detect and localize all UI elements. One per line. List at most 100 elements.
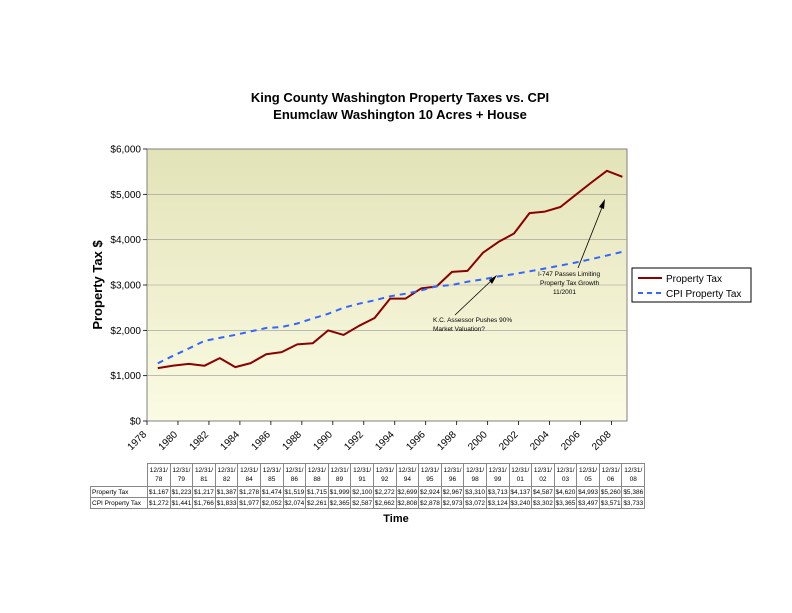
table-cell-property-tax: $1,474 [259, 486, 284, 498]
annotation-i747-line3: 11/2001 [553, 289, 576, 296]
table-cell-cpi: $3,240 [508, 497, 533, 509]
y-tick-label: $1,000 [110, 371, 141, 382]
annotation-i747-arrow [577, 204, 604, 269]
table-cell-property-tax: $4,620 [553, 486, 578, 498]
x-tick-label: 2006 [559, 429, 583, 453]
table-cell-date: 12/31/ 05 [576, 463, 600, 487]
table-cell-cpi: $1,833 [214, 497, 239, 509]
x-tick-label: 1980 [157, 429, 181, 453]
table-cell-property-tax: $4,993 [576, 486, 600, 498]
table-cell-date: 12/31/ 03 [553, 463, 578, 487]
table-cell-property-tax: $1,223 [169, 486, 194, 498]
table-cell-cpi: $3,571 [598, 497, 623, 509]
table-cell-date: 12/31/ 86 [282, 463, 307, 487]
table-cell-property-tax: $2,699 [395, 486, 420, 498]
table-cell-property-tax: $5,260 [598, 486, 623, 498]
table-cell-cpi: $2,052 [259, 497, 284, 509]
x-tick-label: 1982 [188, 429, 212, 453]
table-cell-cpi: $3,365 [553, 497, 578, 509]
table-cell-cpi: $1,272 [147, 497, 171, 509]
table-cell-cpi: $2,808 [395, 497, 420, 509]
chart-title-line2: Enumclaw Washington 10 Acres + House [273, 107, 527, 122]
x-tick-label: 1990 [311, 429, 335, 453]
table-cell-cpi: $2,365 [327, 497, 352, 509]
series-line-cpi-property-tax [157, 250, 623, 365]
table-cell-property-tax: $3,310 [463, 486, 487, 498]
table-cell-property-tax: $1,999 [327, 486, 352, 498]
table-cell-date: 12/31/ 82 [214, 463, 239, 487]
x-tick-label: 1996 [404, 429, 428, 453]
row-label-cpi: CPI Property Tax [90, 497, 148, 509]
table-cell-date: 12/31/ 94 [395, 463, 420, 487]
table-cell-cpi: $1,441 [169, 497, 194, 509]
table-cell-cpi: $3,124 [485, 497, 510, 509]
legend-item-property-tax: Property Tax [666, 274, 722, 285]
y-tick-label: $6,000 [110, 145, 141, 156]
table-cell-cpi: $1,977 [237, 497, 261, 509]
table-cell-cpi: $2,662 [372, 497, 397, 509]
table-cell-property-tax: $2,100 [350, 486, 374, 498]
legend: Property Tax CPI Property Tax [631, 267, 752, 303]
table-cell-property-tax: $3,713 [485, 486, 510, 498]
annotation-i747: I-747 Passes Limiting Property Tax Growt… [538, 199, 605, 296]
table-cell-date: 12/31/ 06 [598, 463, 623, 487]
table-cell-date: 12/31/ 81 [192, 463, 216, 487]
x-axis-ticks: 1978 1980 1982 1984 1986 1988 1990 1992 1994 1996… [126, 421, 614, 453]
table-cell-property-tax: $5,386 [621, 486, 646, 498]
annotation-assessor-line2: Market Valuation? [433, 326, 485, 333]
table-row-cpi: CPI Property Tax $1,272 $1,441 $1,766 $1,833… [90, 497, 646, 509]
table-cell-date: 12/31/ 01 [508, 463, 533, 487]
table-cell-cpi: $2,878 [418, 497, 442, 509]
data-table: 12/31/ 78 12/31/ 79 12/31/ 81 12/31/ 82 12/3… [90, 463, 646, 509]
y-tick-label: $3,000 [110, 281, 141, 292]
table-cell-cpi: $2,973 [440, 497, 465, 509]
table-cell-date: 12/31/ 89 [327, 463, 352, 487]
y-tick-label: $4,000 [110, 235, 141, 246]
annotation-i747-line2: Property Tax Growth [540, 280, 600, 287]
x-tick-label: 1994 [373, 429, 397, 453]
legend-box [631, 267, 752, 303]
table-cell-cpi: $2,074 [282, 497, 307, 509]
table-cell-cpi: $3,497 [576, 497, 600, 509]
legend-item-cpi: CPI Property Tax [666, 289, 741, 300]
annotation-assessor-arrow [454, 278, 494, 316]
y-tick-label: $2,000 [110, 326, 141, 337]
table-cell-date: 12/31/ 99 [485, 463, 510, 487]
table-cell-date: 12/31/ 84 [237, 463, 261, 487]
x-tick-label: 2000 [466, 429, 490, 453]
x-tick-label: 1986 [249, 429, 273, 453]
x-tick-label: 1998 [435, 429, 459, 453]
table-row-dates: 12/31/ 78 12/31/ 79 12/31/ 81 12/31/ 82 12/3… [91, 463, 646, 487]
y-axis-label: Property Tax $ [90, 240, 105, 330]
annotation-assessor: K.C. Assessor Pushes 90% Market Valuatio… [433, 275, 512, 333]
x-tick-label: 2002 [497, 429, 521, 453]
table-cell-cpi: $3,302 [531, 497, 555, 509]
table-cell-date: 12/31/ 92 [372, 463, 397, 487]
x-tick-label: 1992 [342, 429, 366, 453]
table-cell-property-tax: $1,715 [305, 486, 329, 498]
table-cell-property-tax: $4,587 [531, 486, 555, 498]
annotation-i747-arrowhead [599, 199, 605, 209]
table-cell-cpi: $2,587 [350, 497, 374, 509]
table-cell-property-tax: $1,387 [214, 486, 239, 498]
table-cell-date: 12/31/ 02 [531, 463, 555, 487]
table-cell-date: 12/31/ 98 [463, 463, 487, 487]
annotation-assessor-arrowhead [489, 275, 497, 284]
table-cell-property-tax: $4,137 [508, 486, 533, 498]
y-axis-ticks: $0 $1,000 $2,000 $3,000 $4,000 $5,000 $6,000 [110, 145, 147, 428]
x-tick-label: 1978 [126, 429, 150, 453]
table-cell-date: 12/31/ 08 [621, 463, 646, 487]
x-axis-label: Time [383, 513, 409, 525]
table-cell-property-tax: $2,924 [418, 486, 442, 498]
table-cell-property-tax: $2,272 [372, 486, 397, 498]
y-tick-label: $5,000 [110, 190, 141, 201]
annotation-assessor-line1: K.C. Assessor Pushes 90% [433, 317, 512, 324]
gridlines [147, 194, 627, 376]
table-cell-date: 12/31/ 95 [418, 463, 442, 487]
table-cell-property-tax: $1,519 [282, 486, 307, 498]
series-line-property-tax [157, 169, 623, 370]
table-cell-property-tax: $1,278 [237, 486, 261, 498]
table-corner [91, 464, 148, 487]
annotation-i747-line1: I-747 Passes Limiting [538, 271, 601, 278]
